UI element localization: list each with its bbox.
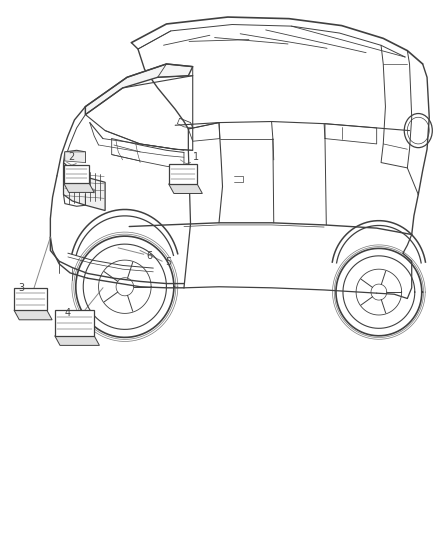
Text: 2: 2 (68, 152, 74, 161)
Text: 5: 5 (166, 257, 172, 267)
Text: 6: 6 (147, 251, 153, 261)
Polygon shape (64, 183, 94, 192)
Text: 1: 1 (193, 152, 199, 161)
FancyBboxPatch shape (14, 288, 47, 310)
Polygon shape (64, 163, 105, 211)
Polygon shape (55, 336, 99, 345)
Polygon shape (65, 152, 85, 163)
Text: 4: 4 (65, 308, 71, 318)
FancyBboxPatch shape (169, 164, 197, 184)
Text: 3: 3 (18, 283, 24, 293)
FancyBboxPatch shape (64, 165, 89, 183)
Polygon shape (14, 310, 52, 320)
FancyBboxPatch shape (55, 310, 94, 336)
Polygon shape (169, 184, 202, 193)
Polygon shape (85, 64, 193, 115)
